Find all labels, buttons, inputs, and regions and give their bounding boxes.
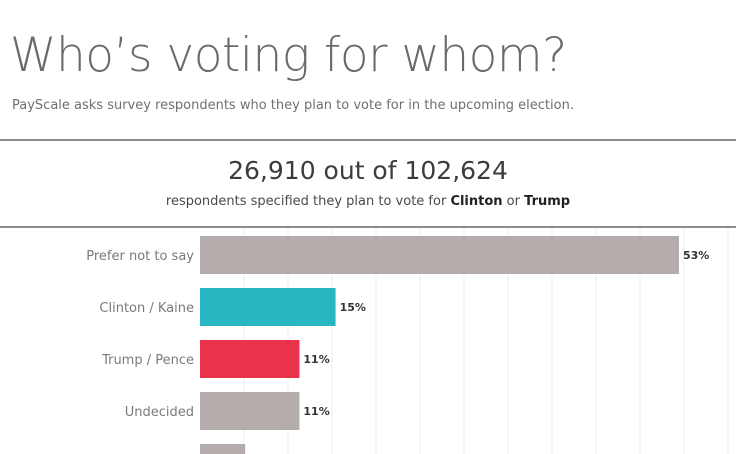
value-label: 11% bbox=[303, 405, 329, 418]
summary-description: respondents specified they plan to vote … bbox=[0, 194, 736, 209]
summary-headline: 26,910 out of 102,624 bbox=[228, 156, 508, 185]
bar-undecided bbox=[200, 392, 300, 430]
value-label: 53% bbox=[683, 249, 709, 262]
category-label: Undecided bbox=[125, 405, 194, 420]
summary-connector: or bbox=[502, 194, 525, 209]
summary-name-trump: Trump bbox=[524, 194, 571, 209]
bar-chart: Prefer not to say 53% Clinton / Kaine 15% Tr… bbox=[86, 228, 729, 454]
category-label: Prefer not to say bbox=[86, 249, 194, 264]
bar-partial bbox=[200, 444, 246, 454]
divider-bottom bbox=[0, 226, 736, 228]
category-label: Trump / Pence bbox=[101, 353, 194, 368]
category-label: Clinton / Kaine bbox=[99, 301, 194, 316]
divider-top bbox=[0, 139, 736, 141]
bar-trump-pence bbox=[200, 340, 300, 378]
bar-clinton-kaine bbox=[200, 288, 336, 326]
bar-prefer-not-to-say bbox=[200, 236, 679, 274]
page-subtitle: PayScale asks survey respondents who the… bbox=[12, 98, 574, 113]
summary-name-clinton: Clinton bbox=[450, 194, 503, 209]
value-label: 11% bbox=[303, 353, 329, 366]
value-label: 15% bbox=[340, 301, 366, 314]
page-title: Who’s voting for whom? bbox=[10, 28, 567, 83]
summary-prefix: respondents specified they plan to vote … bbox=[165, 194, 451, 209]
